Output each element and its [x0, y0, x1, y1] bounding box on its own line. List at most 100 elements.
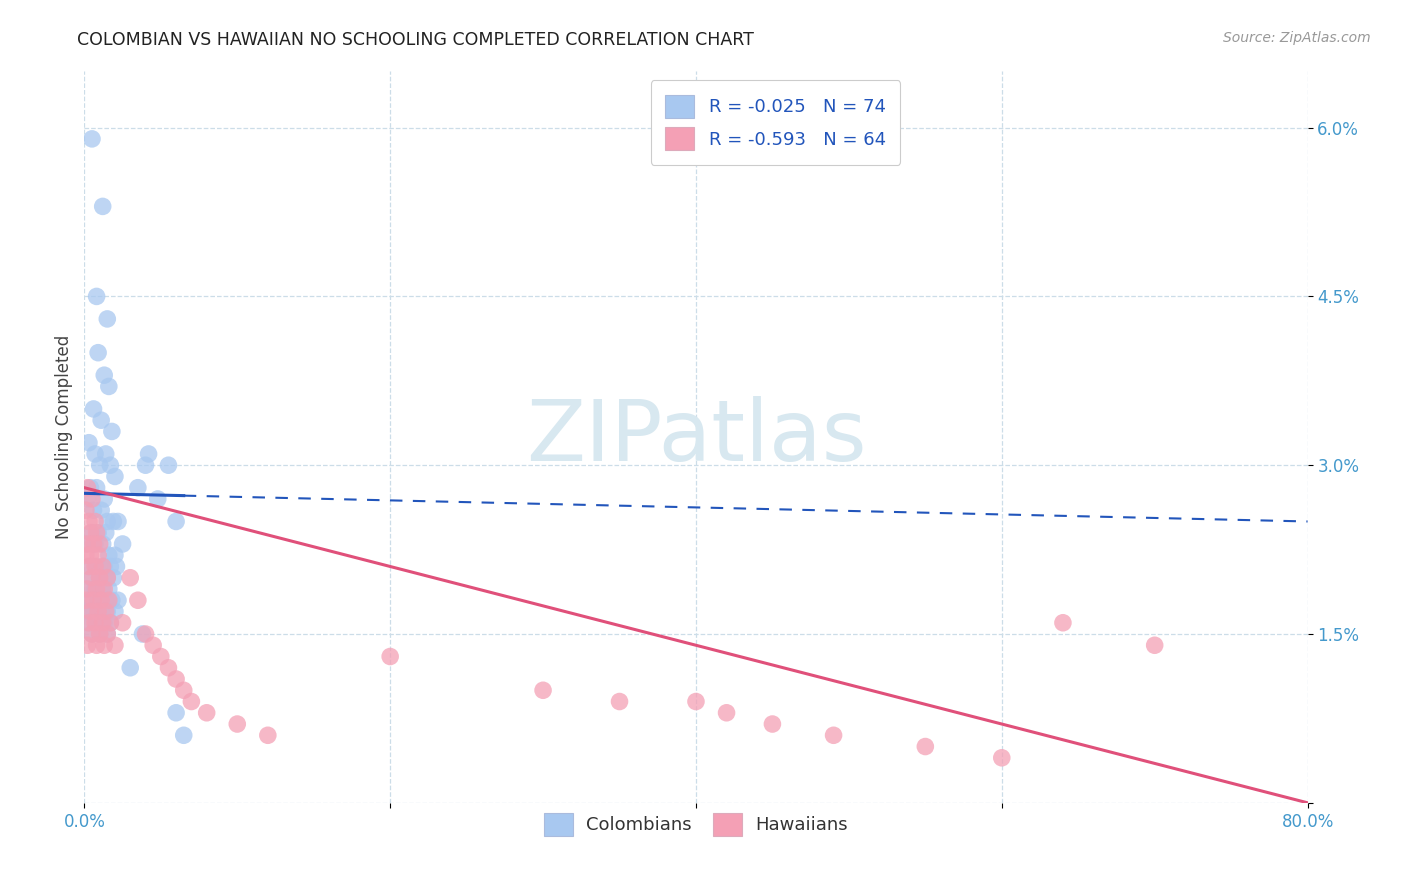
Point	[142, 638, 165, 652]
Point	[80, 571, 103, 585]
Point	[195, 706, 218, 720]
Point	[86, 559, 108, 574]
Point	[104, 548, 127, 562]
Point	[84, 559, 107, 574]
Point	[77, 559, 100, 574]
Point	[79, 593, 101, 607]
Point	[79, 525, 101, 540]
Point	[84, 537, 107, 551]
Point	[83, 537, 105, 551]
Point	[90, 593, 112, 607]
Point	[94, 593, 117, 607]
Point	[93, 615, 115, 630]
Point	[77, 559, 100, 574]
Point	[716, 706, 738, 720]
Point	[90, 413, 112, 427]
Point	[101, 593, 124, 607]
Point	[101, 425, 124, 439]
Point	[89, 571, 111, 585]
Point	[98, 615, 121, 630]
Point	[91, 559, 114, 574]
Point	[93, 638, 115, 652]
Point	[98, 458, 121, 473]
Point	[93, 368, 115, 383]
Point	[104, 605, 127, 619]
Point	[131, 627, 153, 641]
Point	[609, 694, 631, 708]
Point	[80, 132, 103, 146]
Point	[80, 491, 103, 506]
Point	[87, 345, 110, 359]
Point	[79, 605, 101, 619]
Point	[83, 503, 105, 517]
Point	[87, 605, 110, 619]
Point	[97, 593, 120, 607]
Legend: Colombians, Hawaiians: Colombians, Hawaiians	[536, 804, 856, 845]
Point	[87, 593, 110, 607]
Point	[91, 199, 114, 213]
Point	[89, 627, 111, 641]
Text: ZIPatlas: ZIPatlas	[526, 395, 866, 479]
Point	[84, 582, 107, 596]
Point	[93, 559, 115, 574]
Point	[173, 683, 195, 698]
Point	[96, 627, 118, 641]
Point	[107, 515, 129, 529]
Point	[97, 548, 120, 562]
Point	[86, 525, 108, 540]
Point	[165, 706, 187, 720]
Point	[86, 289, 108, 303]
Point	[173, 728, 195, 742]
Point	[91, 615, 114, 630]
Point	[89, 571, 111, 585]
Point	[96, 312, 118, 326]
Point	[226, 717, 249, 731]
Point	[79, 548, 101, 562]
Point	[75, 503, 97, 517]
Point	[180, 694, 202, 708]
Point	[87, 548, 110, 562]
Point	[90, 503, 112, 517]
Point	[157, 661, 180, 675]
Point	[98, 615, 121, 630]
Point	[75, 593, 97, 607]
Point	[135, 458, 157, 473]
Text: COLOMBIAN VS HAWAIIAN NO SCHOOLING COMPLETED CORRELATION CHART: COLOMBIAN VS HAWAIIAN NO SCHOOLING COMPL…	[77, 31, 754, 49]
Point	[94, 605, 117, 619]
Point	[127, 481, 149, 495]
Point	[91, 537, 114, 551]
Point	[120, 661, 142, 675]
Point	[531, 683, 554, 698]
Point	[75, 548, 97, 562]
Point	[75, 537, 97, 551]
Point	[104, 638, 127, 652]
Point	[96, 515, 118, 529]
Point	[111, 537, 134, 551]
Point	[80, 627, 103, 641]
Point	[94, 525, 117, 540]
Point	[120, 571, 142, 585]
Point	[111, 615, 134, 630]
Point	[127, 593, 149, 607]
Point	[104, 469, 127, 483]
Point	[91, 582, 114, 596]
Point	[77, 615, 100, 630]
Point	[98, 559, 121, 574]
Point	[76, 537, 98, 551]
Point	[86, 615, 108, 630]
Point	[991, 751, 1014, 765]
Point	[138, 447, 160, 461]
Point	[83, 593, 105, 607]
Point	[96, 571, 118, 585]
Point	[86, 481, 108, 495]
Point	[77, 615, 100, 630]
Point	[914, 739, 936, 754]
Point	[90, 605, 112, 619]
Point	[761, 717, 783, 731]
Point	[97, 379, 120, 393]
Point	[96, 627, 118, 641]
Point	[149, 649, 172, 664]
Point	[87, 525, 110, 540]
Point	[96, 571, 118, 585]
Point	[84, 515, 107, 529]
